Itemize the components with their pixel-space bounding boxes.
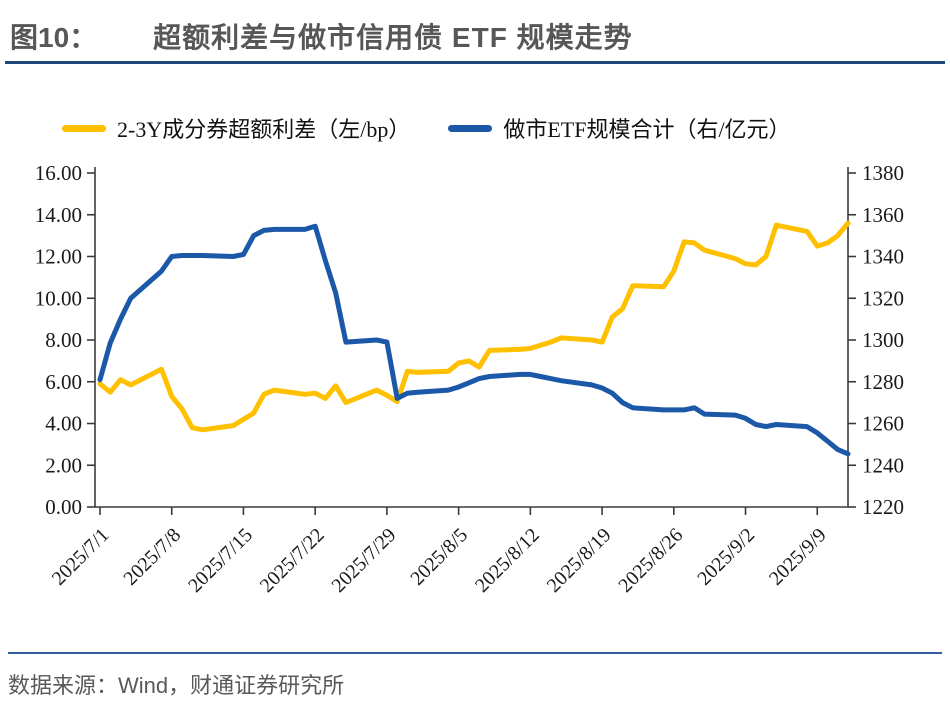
right-axis-tick-label: 1360 bbox=[862, 203, 904, 227]
left-axis-tick-label: 6.00 bbox=[45, 370, 82, 394]
x-axis-tick-label: 2025/9/9 bbox=[765, 524, 831, 590]
right-axis-tick-label: 1340 bbox=[862, 245, 904, 269]
figure-title: 超额利差与做市信用债 ETF 规模走势 bbox=[153, 22, 633, 53]
right-axis-tick-label: 1380 bbox=[862, 161, 904, 185]
left-axis-tick-label: 16.00 bbox=[35, 161, 82, 185]
title-divider-line bbox=[5, 61, 945, 64]
legend-item-spread: 2-3Y成分券超额利差（左/bp） bbox=[62, 112, 410, 144]
figure-header: 图10： 超额利差与做市信用债 ETF 规模走势 bbox=[10, 16, 633, 56]
left-axis-tick-label: 10.00 bbox=[35, 286, 82, 310]
x-axis-tick-label: 2025/8/26 bbox=[614, 524, 687, 597]
x-axis-tick-label: 2025/8/12 bbox=[471, 524, 544, 597]
figure-number-label: 图10： bbox=[10, 22, 98, 53]
data-source-note: 数据来源：Wind，财通证券研究所 bbox=[8, 673, 345, 698]
x-axis-tick-label: 2025/9/2 bbox=[693, 524, 759, 590]
left-axis-tick-label: 2.00 bbox=[45, 453, 82, 477]
x-axis-tick-label: 2025/7/15 bbox=[184, 524, 257, 597]
left-axis-tick-label: 4.00 bbox=[45, 412, 82, 436]
series-line-spread bbox=[97, 220, 851, 433]
x-axis-tick-label: 2025/7/22 bbox=[256, 524, 329, 597]
chart-legend: 2-3Y成分券超额利差（左/bp） 做市ETF规模合计（右/亿元） bbox=[62, 112, 888, 144]
footer-divider-line bbox=[8, 652, 942, 654]
legend-label-spread: 2-3Y成分券超额利差（左/bp） bbox=[117, 117, 411, 142]
x-axis-tick-label: 2025/8/5 bbox=[406, 524, 472, 590]
legend-item-etf: 做市ETF规模合计（右/亿元） bbox=[448, 112, 791, 144]
x-axis-tick-label: 2025/8/19 bbox=[543, 524, 616, 597]
right-axis-tick-label: 1220 bbox=[862, 495, 904, 519]
right-axis-tick-label: 1280 bbox=[862, 370, 904, 394]
left-axis-tick-label: 14.00 bbox=[35, 203, 82, 227]
right-axis-tick-label: 1300 bbox=[862, 328, 904, 352]
spread-line-swatch bbox=[62, 124, 106, 132]
left-axis-tick-label: 12.00 bbox=[35, 245, 82, 269]
right-axis-tick-label: 1320 bbox=[862, 286, 904, 310]
left-axis-tick-label: 8.00 bbox=[45, 328, 82, 352]
etf-line-swatch bbox=[448, 124, 493, 132]
legend-label-etf: 做市ETF规模合计（右/亿元） bbox=[503, 117, 791, 142]
right-axis-tick-label: 1240 bbox=[862, 453, 904, 477]
x-axis-tick-label: 2025/7/8 bbox=[119, 524, 185, 590]
x-axis-tick-label: 2025/7/29 bbox=[328, 524, 401, 597]
x-axis-tick-label: 2025/7/1 bbox=[48, 524, 114, 590]
right-axis-tick-label: 1260 bbox=[862, 412, 904, 436]
series-line-etf bbox=[97, 223, 851, 457]
left-axis-tick-label: 0.00 bbox=[45, 495, 82, 519]
